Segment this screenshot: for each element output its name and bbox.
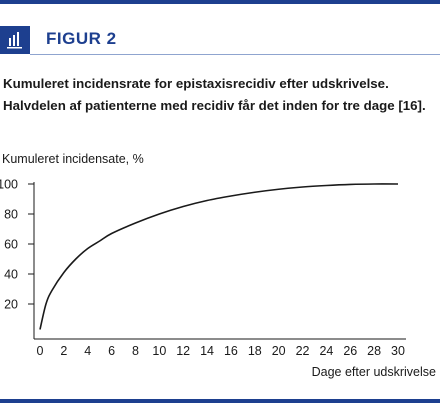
bar-chart-icon (0, 26, 30, 54)
x-tick-label: 14 (200, 344, 214, 358)
y-tick-label: 60 (4, 238, 18, 252)
x-tick-label: 8 (132, 344, 139, 358)
figure-header: FIGUR 2 (0, 4, 440, 54)
x-axis-label: Dage efter udskrivelse (312, 365, 436, 379)
x-tick-label: 2 (60, 344, 67, 358)
figure-caption: Kumuleret incidensrate for epistaxisreci… (3, 76, 426, 113)
y-tick-label: 80 (4, 208, 18, 222)
x-tick-label: 22 (296, 344, 310, 358)
header-divider (30, 54, 440, 55)
x-tick-label: 12 (176, 344, 190, 358)
x-tick-label: 16 (224, 344, 238, 358)
x-tick-label: 26 (343, 344, 357, 358)
figure-label: FIGUR 2 (46, 29, 117, 48)
x-tick-label: 24 (319, 344, 333, 358)
x-tick-label: 10 (152, 344, 166, 358)
chart: Kumuleret incidensate, % Dage efter udsk… (0, 152, 436, 379)
y-tick-label: 20 (4, 298, 18, 312)
y-tick-label: 100 (0, 178, 18, 192)
x-tick-label: 4 (84, 344, 91, 358)
x-tick-label: 30 (391, 344, 405, 358)
top-rule (0, 0, 440, 4)
x-tick-label: 20 (272, 344, 286, 358)
bottom-rule (0, 399, 440, 403)
y-axis-label: Kumuleret incidensate, % (2, 152, 144, 166)
x-tick-label: 18 (248, 344, 262, 358)
x-tick-label: 6 (108, 344, 115, 358)
x-tick-label: 0 (37, 344, 44, 358)
y-tick-label: 40 (4, 268, 18, 282)
series-line (39, 183, 399, 330)
x-tick-label: 28 (367, 344, 381, 358)
